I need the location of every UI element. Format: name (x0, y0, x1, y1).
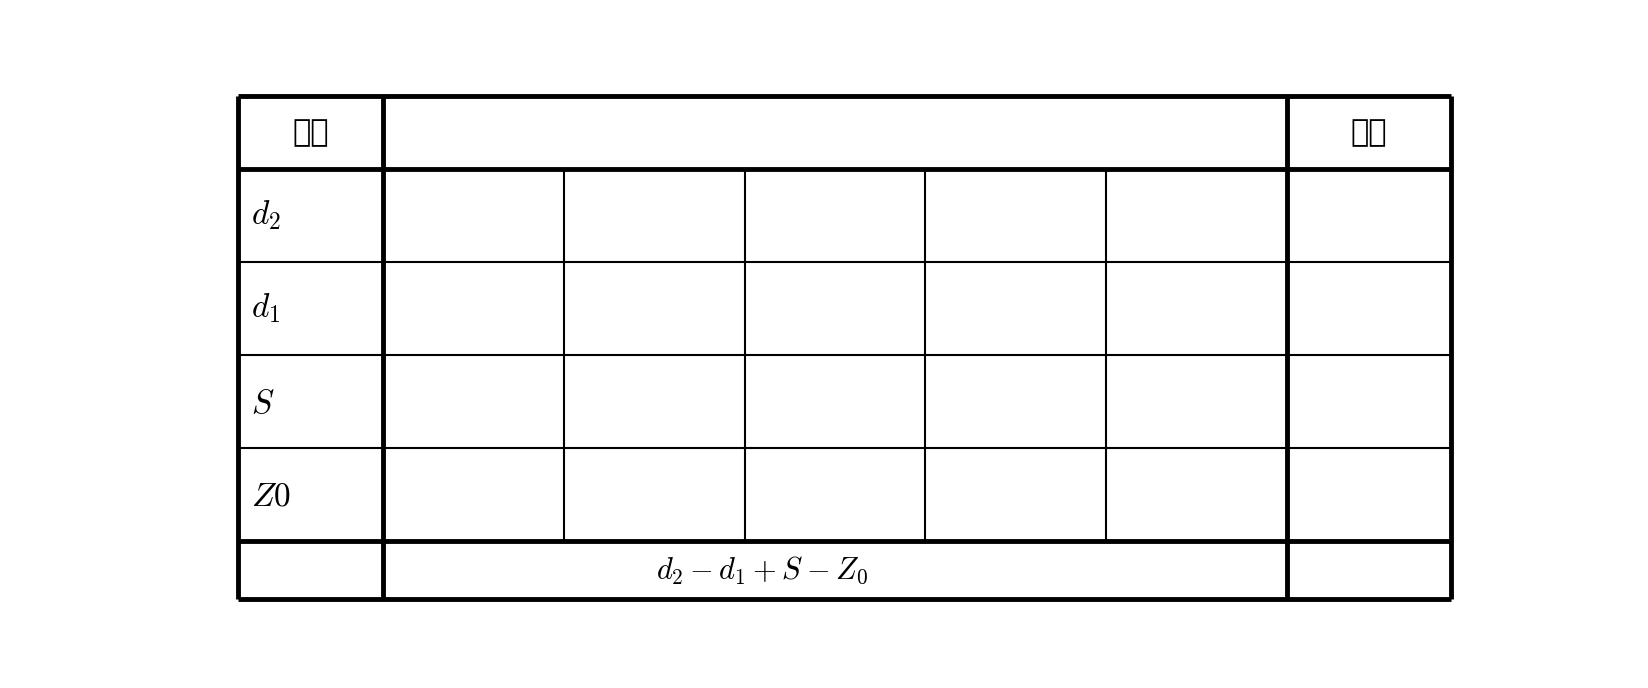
Text: $d_1$: $d_1$ (250, 292, 280, 325)
Text: $d_2-d_1+S-Z_0$: $d_2-d_1+S-Z_0$ (656, 555, 868, 586)
Text: 序号: 序号 (292, 118, 330, 147)
Text: $Z0$: $Z0$ (250, 481, 290, 508)
Text: $S$: $S$ (250, 387, 274, 416)
Text: $d_2$: $d_2$ (250, 199, 280, 232)
Text: 均值: 均值 (1351, 118, 1388, 147)
